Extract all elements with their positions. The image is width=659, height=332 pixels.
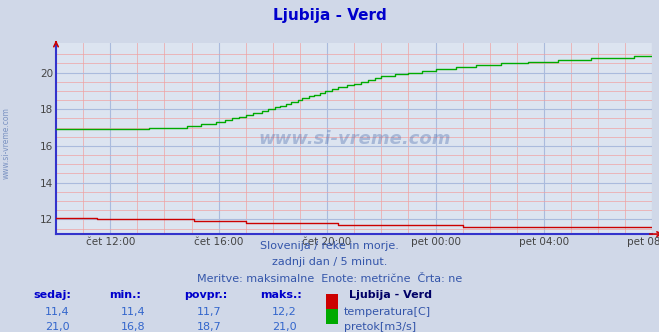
Text: maks.:: maks.: — [260, 290, 302, 300]
Text: zadnji dan / 5 minut.: zadnji dan / 5 minut. — [272, 257, 387, 267]
Text: www.si-vreme.com: www.si-vreme.com — [2, 107, 11, 179]
Text: pretok[m3/s]: pretok[m3/s] — [344, 322, 416, 332]
Text: 12,2: 12,2 — [272, 307, 297, 317]
Text: Ljubija - Verd: Ljubija - Verd — [273, 8, 386, 23]
Text: 21,0: 21,0 — [45, 322, 69, 332]
Text: 16,8: 16,8 — [121, 322, 145, 332]
Text: temperatura[C]: temperatura[C] — [344, 307, 431, 317]
Text: povpr.:: povpr.: — [185, 290, 228, 300]
Text: Slovenija / reke in morje.: Slovenija / reke in morje. — [260, 241, 399, 251]
Text: sedaj:: sedaj: — [33, 290, 71, 300]
Text: www.si-vreme.com: www.si-vreme.com — [258, 129, 451, 148]
Text: Meritve: maksimalne  Enote: metrične  Črta: ne: Meritve: maksimalne Enote: metrične Črta… — [197, 274, 462, 284]
Text: 11,4: 11,4 — [45, 307, 69, 317]
Text: Ljubija - Verd: Ljubija - Verd — [349, 290, 432, 300]
Text: 11,4: 11,4 — [121, 307, 145, 317]
Text: 18,7: 18,7 — [196, 322, 221, 332]
Text: 21,0: 21,0 — [272, 322, 297, 332]
Text: min.:: min.: — [109, 290, 140, 300]
Text: 11,7: 11,7 — [196, 307, 221, 317]
